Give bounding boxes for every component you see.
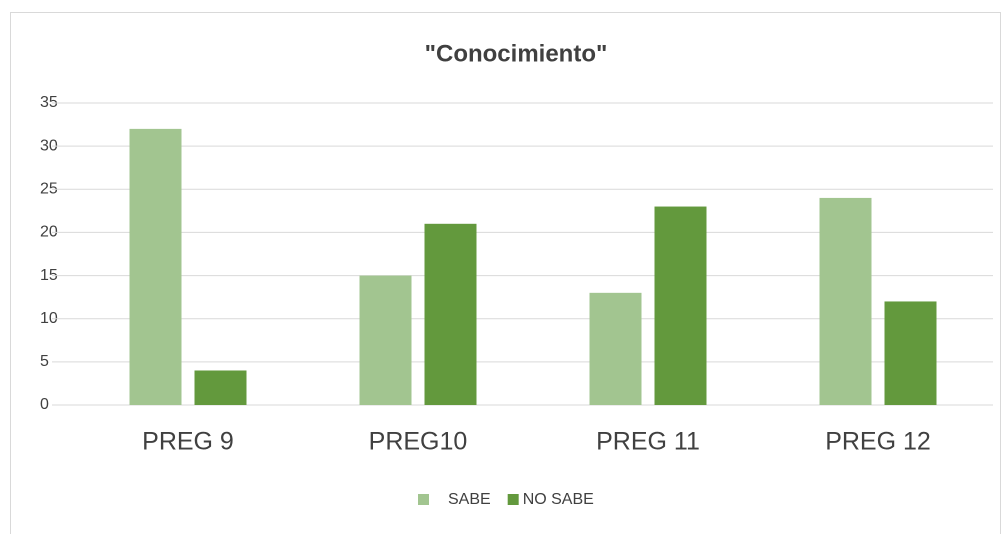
y-tick-label: 30 [40,137,58,154]
x-tick-label: PREG10 [369,428,468,456]
bar [194,370,247,405]
x-tick-label: PREG 12 [825,428,931,456]
y-tick-label: 25 [40,181,58,198]
y-tick-label: 35 [40,94,58,111]
legend-swatch [418,494,429,505]
legend-label: NO SABE [523,491,594,508]
legend-swatch [507,494,519,505]
bar [359,275,412,405]
x-tick-label: PREG 11 [596,428,700,456]
y-tick-label: 10 [40,310,58,327]
chart-title: "Conocimiento" [425,40,608,67]
bar [129,128,182,405]
y-tick-label: 15 [40,267,58,284]
bar [884,301,937,405]
bar [589,292,642,405]
legend-label: SABE [448,491,491,508]
x-tick-label: PREG 9 [142,428,234,456]
bar [654,206,707,405]
bar [819,197,872,405]
y-tick-label: 20 [40,224,58,241]
y-tick-label: 0 [40,396,49,413]
bar [424,223,477,405]
y-tick-label: 5 [40,353,49,370]
